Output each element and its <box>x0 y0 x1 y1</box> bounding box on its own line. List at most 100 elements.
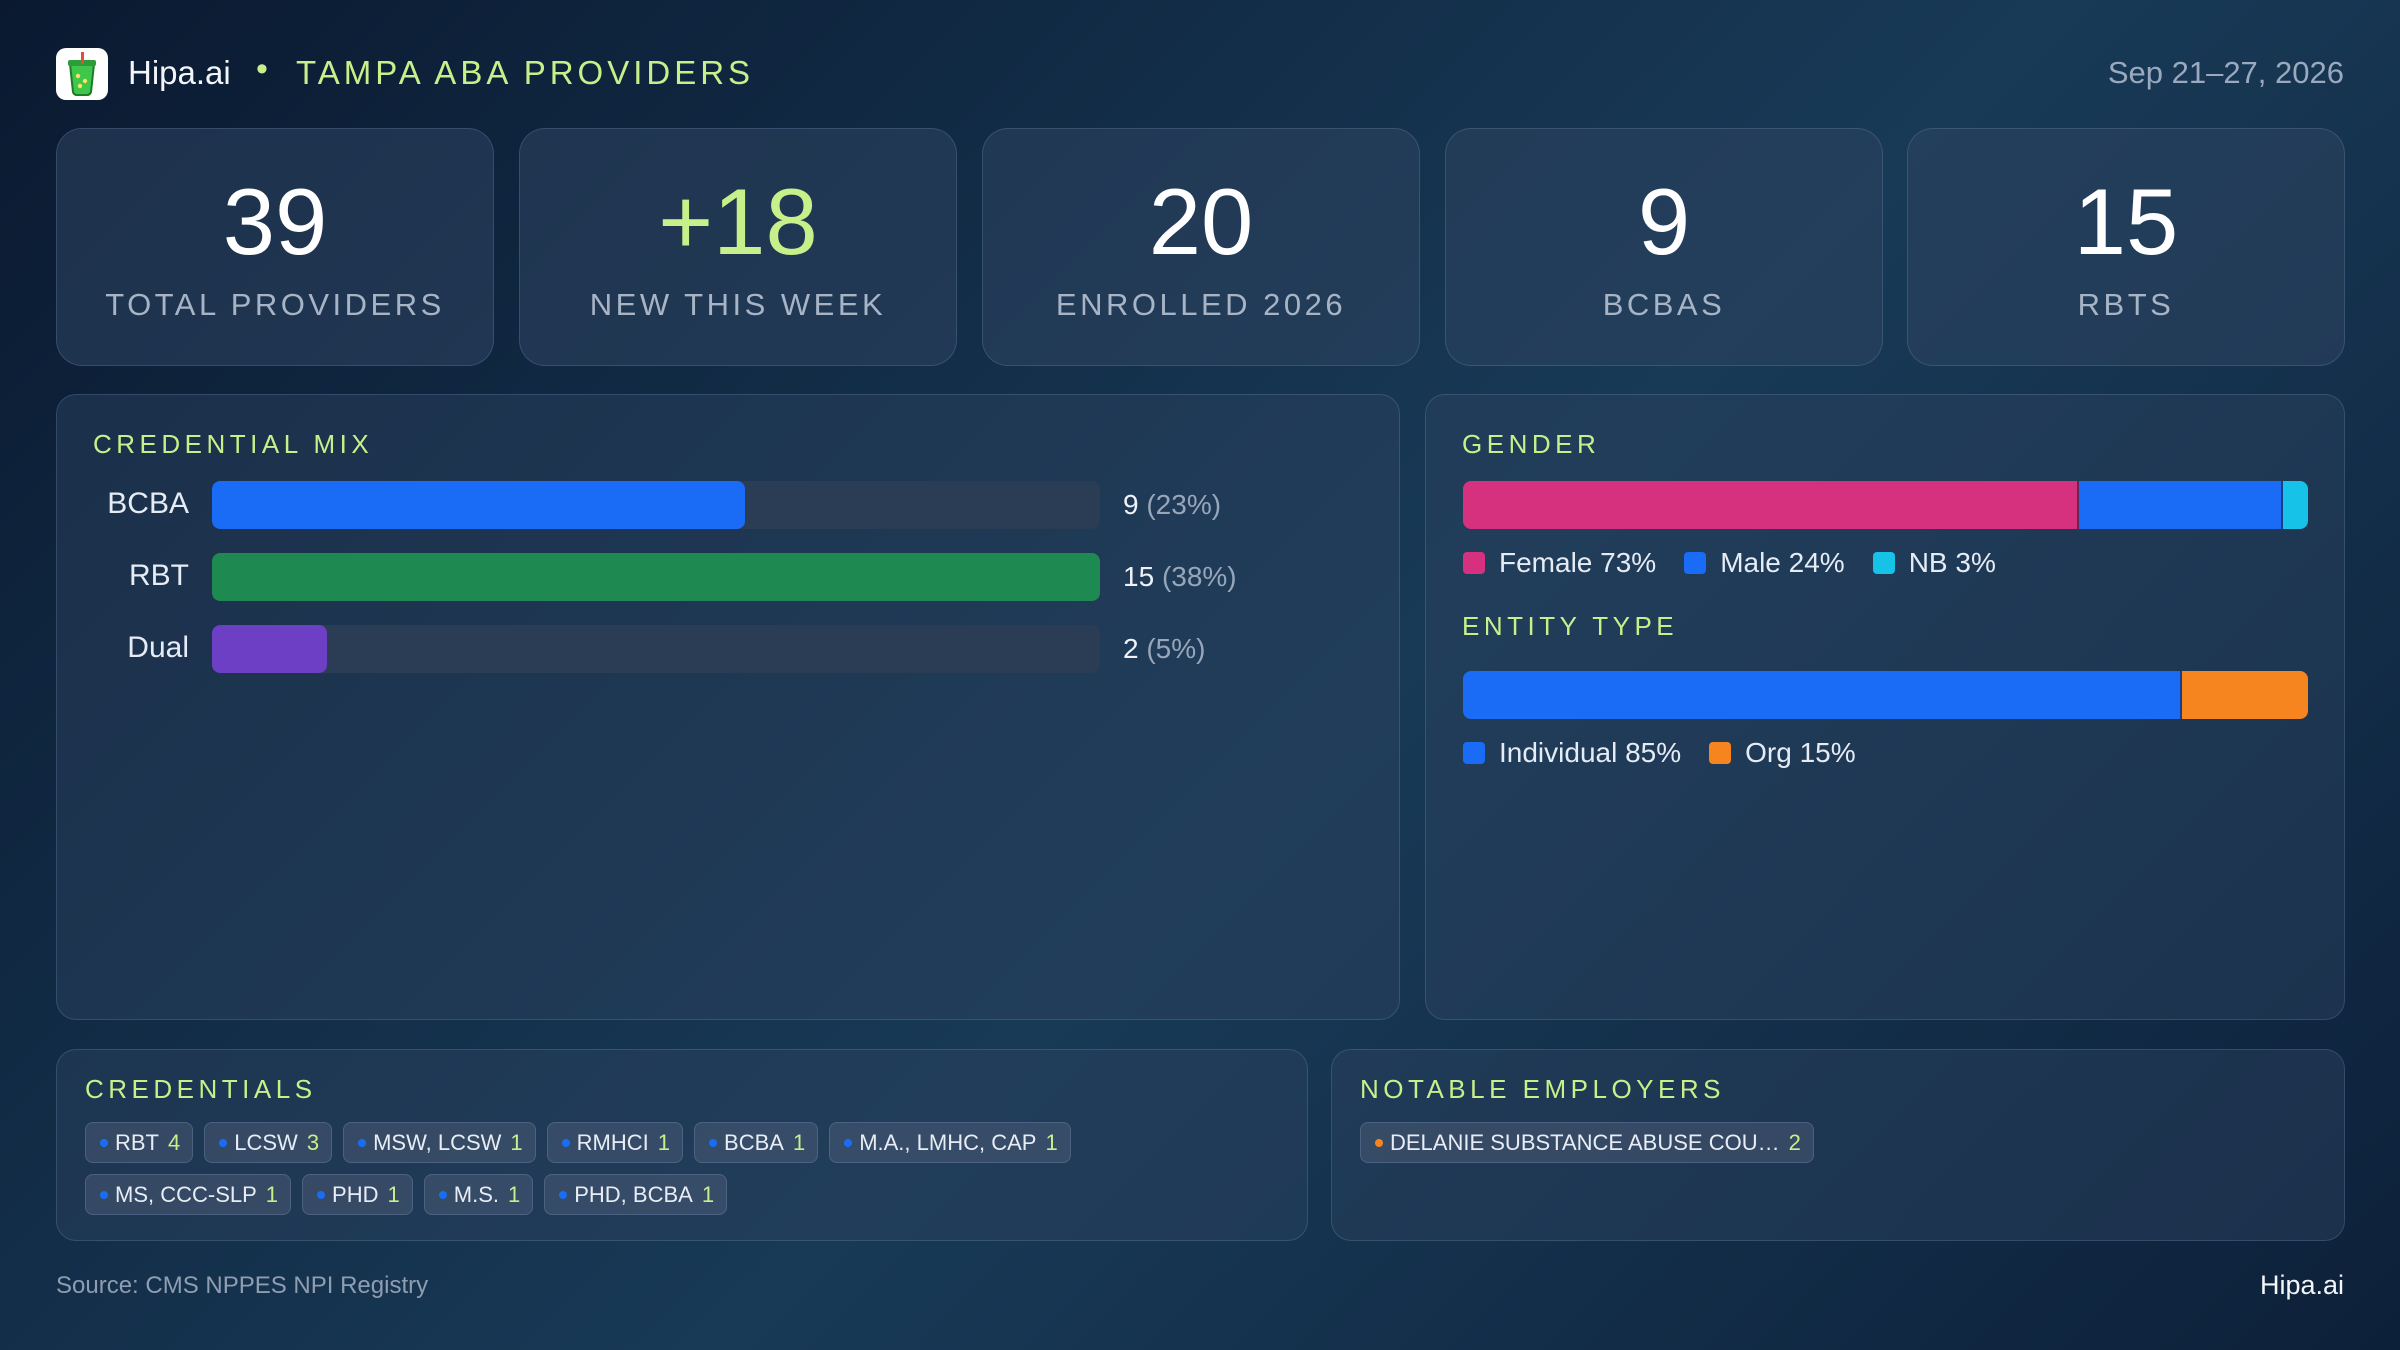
brand-name: Hipa.ai <box>128 54 231 91</box>
kpi-value: 39 <box>222 169 328 274</box>
legend-label: Individual 85% <box>1499 737 1682 768</box>
legend-item: Org 15% <box>1709 737 1856 769</box>
bar-label: Dual <box>127 631 189 664</box>
dot-icon <box>1375 1138 1383 1147</box>
chip: M.A., LMHC, CAP 1 <box>829 1122 1071 1163</box>
chip-count: 1 <box>1045 1129 1058 1155</box>
kpi-label: BCBAS <box>1602 287 1726 322</box>
panel-title: NOTABLE EMPLOYERS <box>1360 1074 1725 1104</box>
entity-type-stacked-bar <box>1463 671 2308 719</box>
chip: RMHCI 1 <box>546 1122 684 1163</box>
chip-count: 1 <box>387 1181 400 1207</box>
entity-type-legend: Individual 85% Org 15% <box>1463 737 1884 769</box>
dot-icon <box>219 1138 228 1147</box>
chip: M.S. 1 <box>423 1174 534 1215</box>
bar-count: 9 <box>1123 489 1139 520</box>
chip: DELANIE SUBSTANCE ABUSE COU… 2 <box>1360 1122 1814 1163</box>
gender-legend: Female 73% Male 24% NB 3% <box>1463 547 2024 579</box>
header: Hipa.ai • TAMPA ABA PROVIDERS Sep 21–27,… <box>0 0 2400 130</box>
stack-segment <box>1463 481 2079 529</box>
bar-fill <box>212 625 328 673</box>
dot-icon <box>100 1138 108 1147</box>
chip-label: M.A., LMHC, CAP <box>859 1129 1037 1155</box>
chip-count: 1 <box>265 1181 279 1207</box>
bar-percent: (5%) <box>1146 633 1206 664</box>
gender-stacked-bar <box>1463 481 2308 529</box>
bar-label: BCBA <box>107 487 189 520</box>
bar-count: 2 <box>1123 633 1139 664</box>
bar-fill <box>212 553 1100 601</box>
dot-icon <box>100 1190 108 1199</box>
legend-swatch <box>1684 552 1707 574</box>
chip: BCBA 1 <box>694 1122 819 1163</box>
footer-brand: Hipa.ai <box>2259 1270 2344 1300</box>
panel-title: CREDENTIALS <box>85 1074 317 1104</box>
date-range: Sep 21–27, 2026 <box>2107 55 2344 90</box>
chip-count: 1 <box>657 1129 671 1155</box>
bar-value: 9 (23%) <box>1123 489 1221 521</box>
chip-count: 1 <box>792 1129 806 1155</box>
kpi-value: +18 <box>658 169 818 274</box>
credential-chip-list: RBT 4 LCSW 3 MSW, LCSW 1 RMHCI 1 BCBA 1 M.A., LMHC… <box>85 1122 1279 1215</box>
chip-count: 1 <box>510 1129 523 1155</box>
chip-label: LCSW <box>234 1129 298 1155</box>
dot-icon <box>317 1190 326 1199</box>
legend-item: Male 24% <box>1684 547 1845 579</box>
bar-fill <box>212 481 745 529</box>
cup-icon <box>56 48 108 100</box>
chip-label: BCBA <box>724 1129 784 1155</box>
legend-swatch <box>1872 552 1895 574</box>
chip: PHD 1 <box>302 1174 413 1215</box>
chip: MS, CCC-SLP 1 <box>85 1174 292 1215</box>
bar-track <box>212 553 1100 601</box>
legend-label: Org 15% <box>1745 737 1856 768</box>
chip-label: M.S. <box>453 1181 499 1207</box>
legend-swatch <box>1463 742 1485 764</box>
kpi-value: 20 <box>1148 169 1254 274</box>
employers-panel: NOTABLE EMPLOYERS DELANIE SUBSTANCE ABUS… <box>1331 1049 2345 1241</box>
bar-value: 2 (5%) <box>1123 633 1205 665</box>
bar-percent: (23%) <box>1146 489 1222 520</box>
chip-count: 1 <box>701 1181 715 1207</box>
dot-icon <box>709 1138 718 1147</box>
chip-label: PHD, BCBA <box>574 1181 693 1207</box>
legend-item: NB 3% <box>1872 547 1996 579</box>
chip: PHD, BCBA 1 <box>544 1174 728 1215</box>
kpi-value: 9 <box>1637 169 1691 274</box>
page-title: TAMPA ABA PROVIDERS <box>296 54 755 91</box>
legend-label: NB 3% <box>1908 547 1996 578</box>
chip-label: DELANIE SUBSTANCE ABUSE COU… <box>1390 1129 1780 1155</box>
panel-title: CREDENTIAL MIX <box>93 429 374 459</box>
legend-item: Female 73% <box>1463 547 1656 579</box>
bar-count: 15 <box>1123 561 1155 592</box>
bar-label: RBT <box>129 559 189 592</box>
chip-label: PHD <box>332 1181 379 1207</box>
panel-title: ENTITY TYPE <box>1462 611 1679 641</box>
chip-label: RBT <box>115 1129 159 1155</box>
legend-label: Female 73% <box>1499 547 1657 578</box>
source-note: Source: CMS NPPES NPI Registry <box>56 1272 429 1299</box>
chip-count: 4 <box>168 1129 181 1155</box>
credentials-panel: CREDENTIALS RBT 4 LCSW 3 MSW, LCSW 1 RMHCI 1 BCB… <box>56 1049 1308 1241</box>
kpi-label: NEW THIS WEEK <box>589 287 887 322</box>
chip-count: 1 <box>507 1181 521 1207</box>
kpi-label: TOTAL PROVIDERS <box>105 287 445 322</box>
kpi-card-rbts: 15 RBTS <box>1907 128 2345 366</box>
kpi-card-total-providers: 39 TOTAL PROVIDERS <box>56 128 494 366</box>
kpi-card-new-this-week: +18 NEW THIS WEEK <box>519 128 957 366</box>
chip: MSW, LCSW 1 <box>343 1122 536 1163</box>
employer-chip-list: DELANIE SUBSTANCE ABUSE COU… 2 <box>1360 1122 2316 1163</box>
dot-icon <box>438 1190 447 1199</box>
chip-label: MS, CCC-SLP <box>115 1181 257 1207</box>
stack-segment <box>2282 481 2308 529</box>
legend-swatch <box>1709 742 1732 764</box>
kpi-label: ENROLLED 2026 <box>1055 287 1347 322</box>
kpi-card-enrolled: 20 ENROLLED 2026 <box>982 128 1420 366</box>
kpi-card-bcbas: 9 BCBAS <box>1445 128 1883 366</box>
dot-icon <box>844 1138 853 1147</box>
stack-segment <box>2181 671 2308 719</box>
title-separator: • <box>256 50 268 88</box>
dot-icon <box>358 1138 367 1147</box>
chip-count: 3 <box>306 1129 320 1155</box>
bar-percent: (38%) <box>1161 561 1237 592</box>
